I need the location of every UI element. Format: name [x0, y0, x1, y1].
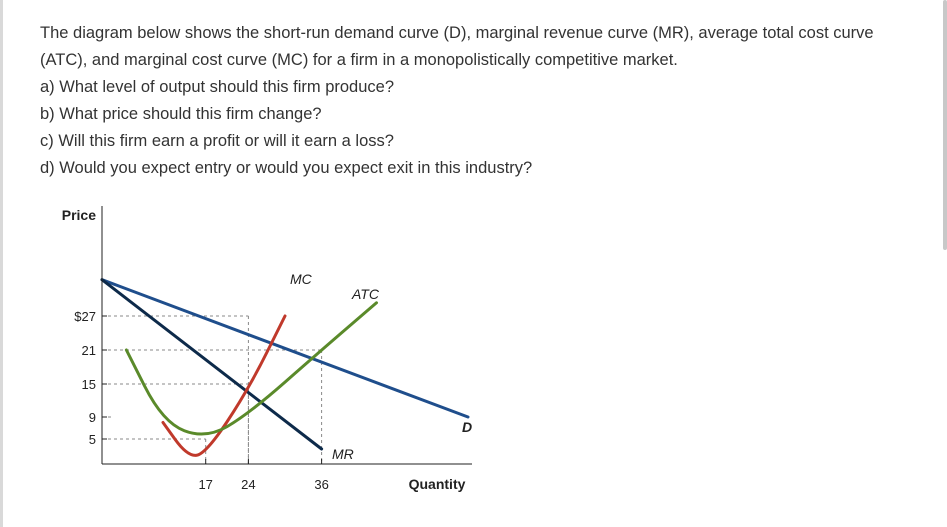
curve-mc — [161, 314, 287, 457]
question-part-c: c) Will this firm earn a profit or will … — [40, 132, 394, 150]
left-border — [0, 0, 3, 527]
y-axis-label: Price — [62, 207, 96, 223]
curve-atc — [124, 301, 378, 436]
y-ticks: $27 21 15 9 5 — [74, 309, 107, 447]
cost-curve-diagram: Price Quantity $27 21 15 9 5 17 24 36 D MR MC ATC — [52, 196, 492, 506]
question-part-d: d) Would you expect entry or would you e… — [40, 159, 533, 177]
x-tick-label: 24 — [241, 477, 255, 492]
question-part-a: a) What level of output should this firm… — [40, 78, 395, 96]
curve-mr — [100, 278, 324, 451]
y-tick-label: 5 — [89, 432, 96, 447]
question-part-b: b) What price should this firm change? — [40, 105, 322, 123]
chart-svg: Price Quantity $27 21 15 9 5 17 24 36 D MR MC ATC — [62, 206, 472, 492]
question-text: The diagram below shows the short-run de… — [40, 20, 920, 182]
curve-label-mr: MR — [332, 446, 354, 462]
curve-label-atc: ATC — [351, 286, 380, 302]
y-tick-label: $27 — [74, 309, 96, 324]
axes — [101, 206, 472, 465]
x-ticks: 17 24 36 — [198, 459, 329, 492]
curve-label-mc: MC — [290, 271, 313, 287]
curve-label-d: D — [462, 419, 472, 435]
curves — [100, 278, 470, 457]
curve-d — [100, 278, 470, 419]
y-tick-label: 21 — [82, 343, 96, 358]
question-intro: The diagram below shows the short-run de… — [40, 24, 874, 69]
x-tick-label: 36 — [314, 477, 328, 492]
y-tick-label: 9 — [89, 410, 96, 425]
x-tick-label: 17 — [198, 477, 212, 492]
y-tick-label: 15 — [82, 377, 96, 392]
scrollbar[interactable] — [943, 0, 947, 250]
x-axis-label: Quantity — [409, 476, 466, 492]
curve-labels: D MR MC ATC — [290, 271, 472, 462]
